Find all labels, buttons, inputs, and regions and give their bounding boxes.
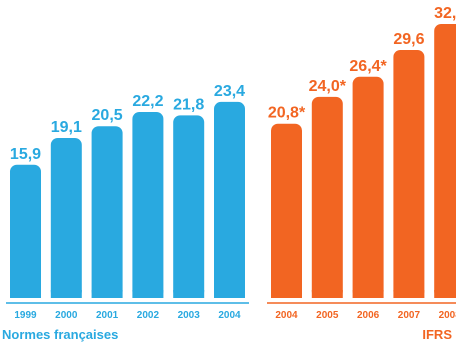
bar-foot-5 (214, 290, 245, 298)
bar-foot-8 (352, 290, 384, 298)
value-label-6: 20,8* (268, 105, 306, 122)
bar-foot-1 (50, 290, 82, 298)
bar-2002-3 (132, 111, 164, 299)
bar-foot-6 (271, 290, 302, 298)
bar-2004-6 (271, 123, 302, 298)
x-tick-label-7: 2005 (316, 310, 339, 321)
value-label-8: 26,4* (349, 58, 387, 75)
bar-foot-2 (91, 290, 123, 298)
x-tick-label-6: 2004 (275, 310, 298, 321)
x-tick-label-3: 2002 (137, 310, 160, 321)
x-tick-label-5: 2004 (218, 310, 241, 321)
x-tick-label-9: 2007 (398, 310, 421, 321)
value-label-2: 20,5 (92, 107, 123, 124)
group-label-ifrs: IFRS (422, 327, 452, 342)
bar-2008-10 (434, 23, 456, 298)
bar-foot-4 (173, 290, 205, 298)
value-label-3: 22,2 (132, 93, 163, 110)
bar-1999-0 (10, 164, 41, 298)
x-tick-label-10: 2008 (439, 310, 456, 321)
value-label-7: 24,0* (309, 78, 347, 95)
bar-foot-10 (434, 290, 456, 298)
x-tick-label-0: 1999 (14, 310, 37, 321)
group-label-normes-francaises: Normes françaises (2, 327, 118, 342)
bar-2005-7 (311, 96, 343, 298)
x-tick-label-4: 2003 (178, 310, 201, 321)
bar-2003-4 (173, 115, 205, 298)
value-label-5: 23,4 (214, 83, 245, 100)
value-label-4: 21,8 (173, 96, 204, 113)
bar-2007-9 (393, 49, 425, 299)
bar-2006-8 (352, 76, 384, 298)
bar-2000-1 (50, 137, 82, 298)
value-label-9: 29,6 (393, 31, 424, 48)
value-label-0: 15,9 (10, 146, 41, 163)
x-tick-label-1: 2000 (55, 310, 78, 321)
bar-foot-0 (10, 290, 41, 298)
bar-foot-7 (311, 290, 343, 298)
bar-2004-5 (214, 101, 245, 299)
value-label-1: 19,1 (51, 119, 82, 136)
bar-2001-2 (91, 126, 123, 299)
x-tick-label-2: 2001 (96, 310, 119, 321)
bar-foot-3 (132, 290, 164, 298)
value-label-10: 32,7 (434, 5, 456, 22)
x-tick-label-8: 2006 (357, 310, 380, 321)
bar-foot-9 (393, 290, 425, 298)
